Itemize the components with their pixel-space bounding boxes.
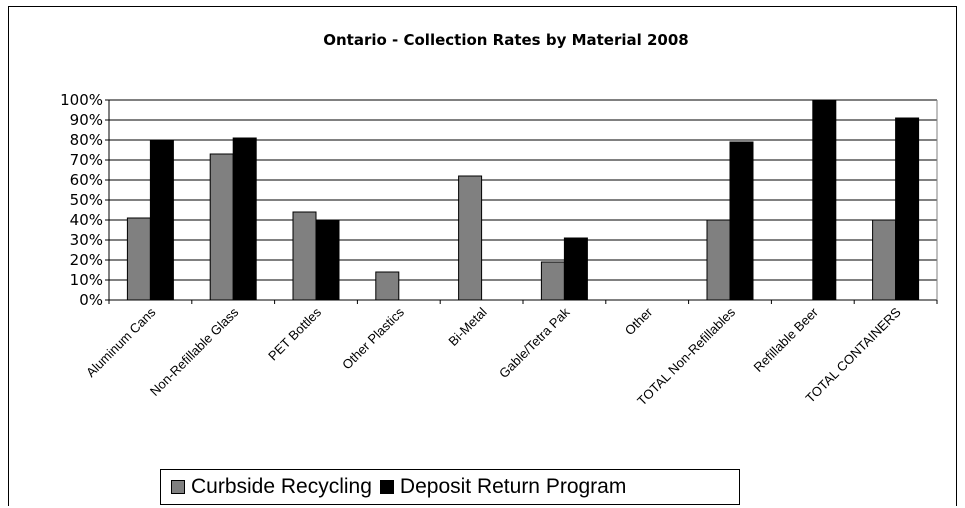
chart-title: Ontario - Collection Rates by Material 2… <box>323 31 689 49</box>
bar-deposit <box>895 117 920 301</box>
x-tick-label: Aluminum Cans <box>83 304 159 380</box>
bars <box>126 99 920 301</box>
x-tick-label: PET Bottles <box>265 304 324 363</box>
legend-label-deposit: Deposit Return Program <box>399 475 627 498</box>
bar-deposit <box>232 137 257 301</box>
y-tick-label: 70% <box>70 151 103 169</box>
bar-curbside <box>872 219 897 301</box>
axes <box>108 100 938 304</box>
y-tick-label: 80% <box>70 131 103 149</box>
bar-deposit <box>149 139 174 301</box>
legend-item-deposit: Deposit Return Program <box>379 475 627 499</box>
y-tick-label: 30% <box>70 231 103 249</box>
bar-curbside <box>375 271 400 301</box>
bar-curbside <box>126 217 151 301</box>
x-tick-label: Bi-Metal <box>445 304 489 348</box>
legend-item-curbside: Curbside Recycling <box>171 475 372 499</box>
bar-curbside <box>706 219 731 301</box>
bar-deposit <box>315 219 340 301</box>
legend-swatch-curbside <box>171 480 185 494</box>
legend-label-curbside: Curbside Recycling <box>191 475 372 498</box>
x-tick-label: Gable/Tetra Pak <box>496 304 573 381</box>
y-tick-label: 20% <box>70 251 103 269</box>
y-tick-label: 60% <box>70 171 103 189</box>
x-tick-label: Other Plastics <box>339 304 407 372</box>
x-tick-label: Other <box>622 304 656 338</box>
y-tick-label: 50% <box>70 191 103 209</box>
bar-deposit <box>729 141 754 301</box>
bar-curbside <box>458 175 483 301</box>
y-tick-label: 90% <box>70 111 103 129</box>
x-tick-label: TOTAL CONTAINERS <box>803 304 904 405</box>
y-tick-label: 10% <box>70 271 103 289</box>
y-tick-labels: 0% 10% 20% 30% 40% 50% 60% 70% 80% 90% 100% <box>60 91 103 309</box>
y-tick-label: 40% <box>70 211 103 229</box>
x-tick-label: Refillable Beer <box>751 304 822 375</box>
bar-curbside <box>540 261 565 301</box>
y-tick-label: 100% <box>60 91 103 109</box>
bar-curbside <box>209 153 234 301</box>
x-tick-label: Non-Refillable Glass <box>147 304 242 399</box>
bar-deposit <box>812 99 837 301</box>
legend-swatch-deposit <box>379 480 394 494</box>
legend: Curbside Recycling Deposit Return Progra… <box>160 469 740 505</box>
y-tick-label: 0% <box>79 291 103 309</box>
bar-curbside <box>292 211 317 301</box>
bar-deposit <box>563 237 588 301</box>
